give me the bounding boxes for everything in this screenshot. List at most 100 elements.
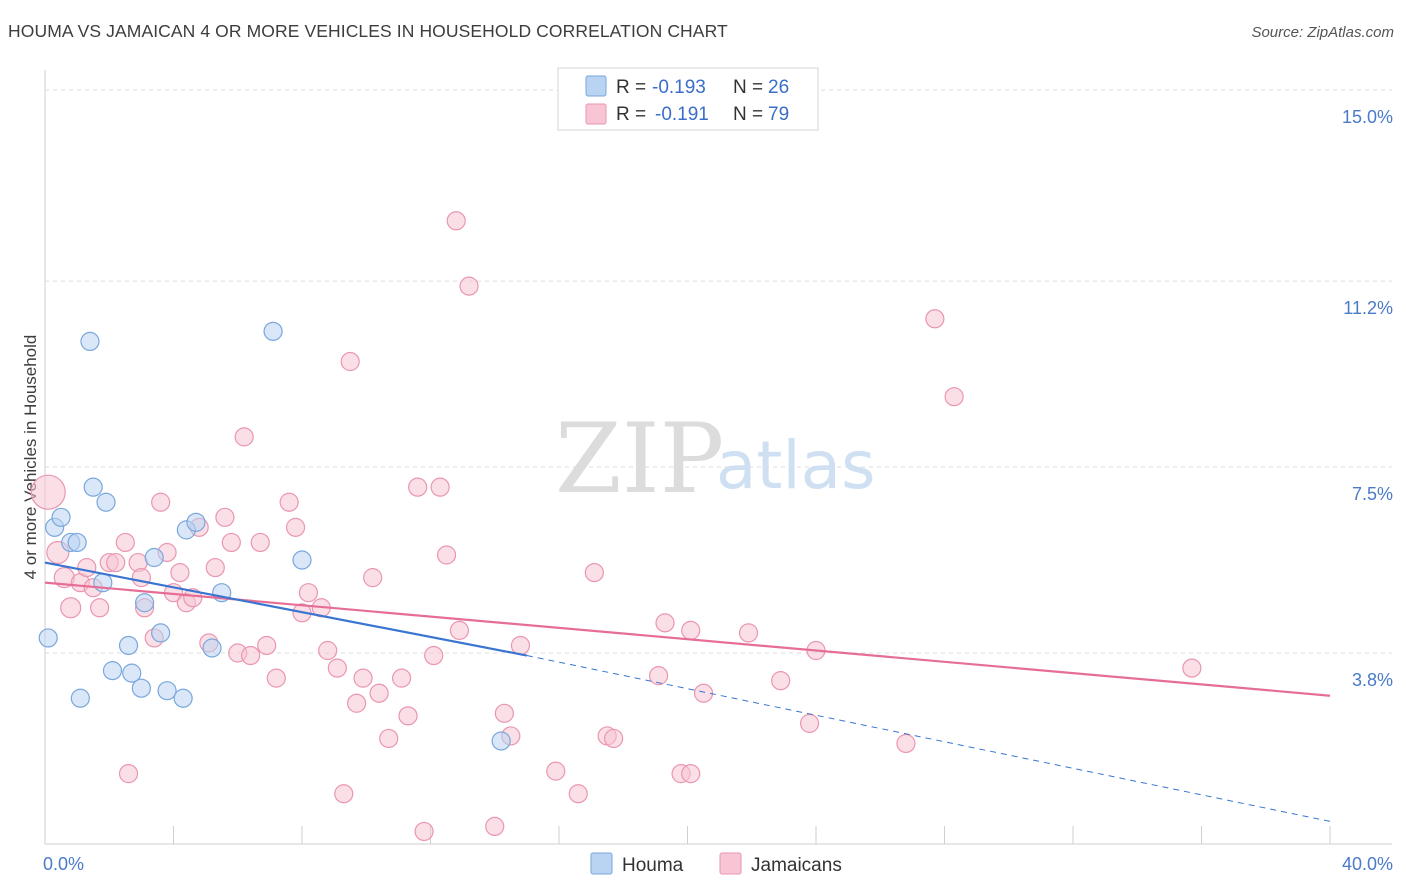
jamaicans-point-9 xyxy=(106,552,126,573)
jamaicans-point-76 xyxy=(896,733,916,754)
legend-swatch-jamaicans xyxy=(585,103,607,125)
jamaicans-point-34 xyxy=(285,517,306,537)
houma-point-25 xyxy=(491,731,511,751)
jamaicans-point-45 xyxy=(369,683,389,703)
jamaicans-point-60 xyxy=(510,635,531,656)
jamaicans-point-67 xyxy=(655,613,675,633)
legend-jamaicans-r-label: R = xyxy=(616,104,646,125)
jamaicans-point-13 xyxy=(131,568,151,588)
x-tick-label-0: 0.0% xyxy=(43,854,84,874)
jamaicans-point-44 xyxy=(363,568,383,588)
jamaicans-point-24 xyxy=(205,557,225,578)
jamaicans-point-56 xyxy=(459,276,479,296)
jamaicans-point-5 xyxy=(77,557,97,578)
houma-point-18 xyxy=(173,688,193,708)
jamaicans-point-53 xyxy=(436,545,457,565)
jamaicans-point-54 xyxy=(449,620,470,640)
jamaicans-point-0 xyxy=(30,474,66,510)
legend-jamaicans-n-value: 79 xyxy=(768,104,789,125)
jamaicans-point-29 xyxy=(241,645,261,666)
legend-houma-n-label: N = xyxy=(733,77,763,98)
jamaicans-point-21 xyxy=(183,588,203,608)
jamaicans-point-74 xyxy=(799,713,820,733)
jamaicans-point-78 xyxy=(944,387,964,407)
x-tick-label-1: 40.0% xyxy=(1342,854,1393,874)
watermark: ZIP atlas xyxy=(555,403,876,515)
y-tick-label-1: 7.5% xyxy=(1352,484,1393,504)
houma-point-4 xyxy=(67,532,87,553)
jamaicans-point-65 xyxy=(604,728,624,749)
source-label: Source: ZipAtlas.com xyxy=(1251,24,1394,41)
legend-houma-n-value: 26 xyxy=(768,77,789,98)
data-points xyxy=(30,211,1202,842)
y-tick-labels: 3.8% 7.5% 11.2% 15.0% xyxy=(1342,107,1393,690)
houma-point-10 xyxy=(102,661,123,681)
x-tick-labels: 0.0% 40.0% xyxy=(43,854,1393,874)
jamaicans-point-36 xyxy=(298,583,319,603)
jamaicans-point-73 xyxy=(771,671,791,691)
houma-point-13 xyxy=(131,678,151,698)
houma-point-24 xyxy=(292,550,312,570)
legend-bottom-swatch-jamaicans xyxy=(719,852,742,875)
jamaicans-point-49 xyxy=(408,477,428,497)
jamaicans-point-41 xyxy=(340,351,360,372)
watermark-zip: ZIP xyxy=(555,403,724,515)
houma-point-6 xyxy=(80,331,100,352)
jamaicans-point-71 xyxy=(693,683,714,703)
jamaicans-point-61 xyxy=(546,761,566,781)
jamaicans-point-40 xyxy=(334,784,354,804)
houma-point-2 xyxy=(51,507,71,527)
legend-jamaicans-n-label: N = xyxy=(733,104,763,125)
legend-houma-r-value: -0.193 xyxy=(652,77,706,98)
jamaicans-point-55 xyxy=(446,211,466,231)
houma-trend-line xyxy=(44,561,528,657)
jamaicans-point-70 xyxy=(681,620,701,640)
jamaicans-point-58 xyxy=(494,703,514,723)
jamaicans-point-50 xyxy=(414,821,434,842)
jamaicans-point-32 xyxy=(266,668,286,688)
jamaicans-trend-line xyxy=(44,581,1331,697)
houma-point-15 xyxy=(144,547,164,568)
jamaicans-point-19 xyxy=(170,562,190,583)
y-tick-label-0: 3.8% xyxy=(1352,670,1393,690)
houma-point-16 xyxy=(151,623,171,643)
jamaicans-point-52 xyxy=(430,477,450,497)
jamaicans-point-72 xyxy=(738,623,759,643)
jamaicans-point-39 xyxy=(327,658,347,678)
jamaicans-point-43 xyxy=(353,668,373,688)
jamaicans-point-7 xyxy=(90,598,110,618)
trend-lines xyxy=(44,561,1331,822)
legend-swatch-houma xyxy=(585,75,607,97)
chart-title: HOUMA VS JAMAICAN 4 OR MORE VEHICLES IN … xyxy=(8,21,728,41)
jamaicans-point-31 xyxy=(257,635,277,656)
jamaicans-point-10 xyxy=(115,532,135,553)
jamaicans-point-62 xyxy=(568,784,588,804)
jamaicans-point-79 xyxy=(1182,658,1202,678)
legend-bottom-jamaicans-label: Jamaicans xyxy=(751,855,842,876)
houma-point-11 xyxy=(118,635,139,656)
jamaicans-point-47 xyxy=(391,668,412,688)
houma-point-9 xyxy=(96,492,116,512)
grid-lines xyxy=(45,89,1392,654)
y-tick-label-3: 15.0% xyxy=(1342,107,1393,127)
houma-point-7 xyxy=(83,477,103,497)
jamaicans-point-11 xyxy=(118,764,139,784)
jamaicans-point-28 xyxy=(234,427,254,447)
houma-point-5 xyxy=(70,688,90,708)
jamaicans-point-3 xyxy=(60,597,82,619)
jamaicans-point-69 xyxy=(681,764,701,784)
legend-jamaicans-r-value: -0.191 xyxy=(655,104,709,125)
houma-point-23 xyxy=(263,321,283,341)
houma-point-20 xyxy=(186,512,206,532)
jamaicans-point-26 xyxy=(221,532,241,553)
legend-bottom-houma-label: Houma xyxy=(622,855,684,876)
jamaicans-point-51 xyxy=(424,645,444,666)
jamaicans-point-48 xyxy=(398,706,418,726)
houma-point-21 xyxy=(202,638,222,658)
legend-houma-r-label: R = xyxy=(616,77,646,98)
houma-point-17 xyxy=(157,681,177,701)
watermark-atlas: atlas xyxy=(716,427,876,504)
legend-series: Houma Jamaicans xyxy=(590,852,842,876)
jamaicans-point-16 xyxy=(151,492,171,512)
